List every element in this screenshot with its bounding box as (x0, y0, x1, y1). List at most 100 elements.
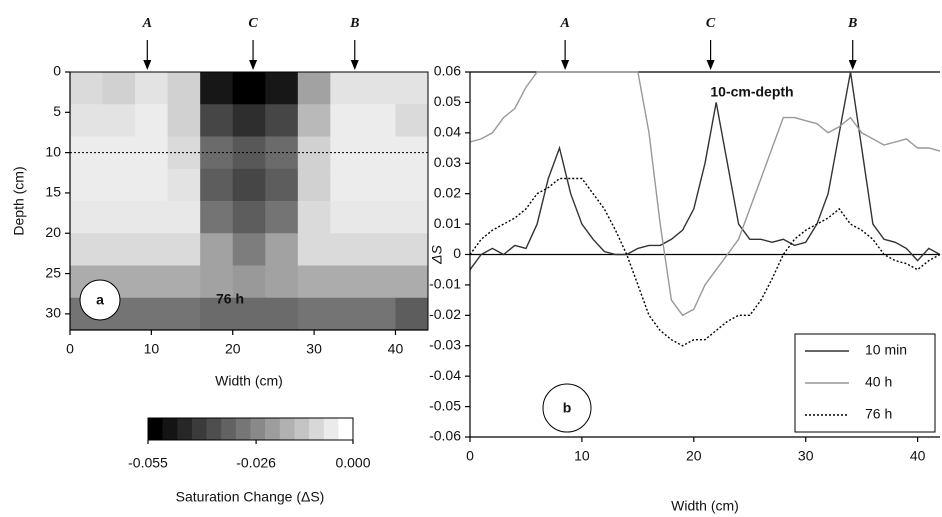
colorbar-step (235, 418, 251, 440)
heat-cell (232, 265, 266, 299)
colorbar-step (177, 418, 193, 440)
heat-cell (232, 168, 266, 202)
x-tick-label: 30 (306, 341, 322, 357)
x-tick-label: 20 (686, 448, 702, 464)
colorbar-step (191, 418, 207, 440)
series-line (469, 71, 941, 317)
heat-cell (330, 168, 364, 202)
heat-cell (167, 201, 201, 234)
heat-cell (70, 104, 104, 137)
colorbar-tick-label: -0.055 (128, 455, 168, 471)
heat-cell (297, 297, 331, 331)
y-tick-label: 0.01 (434, 215, 461, 231)
heat-cell (135, 72, 169, 105)
y-tick-label: 0.03 (434, 154, 461, 170)
legend-label: 76 h (865, 406, 892, 422)
heat-cell (135, 265, 169, 299)
x-tick-label: 0 (466, 448, 474, 464)
colorbar-step (309, 418, 325, 440)
colorbar-label: Saturation Change (ΔS) (176, 489, 325, 505)
annotation: 10-cm-depth (710, 84, 793, 100)
y-tick-label: -0.03 (429, 336, 461, 352)
y-tick-label: 0.05 (434, 93, 461, 109)
heat-cell (135, 201, 169, 234)
panel-label: b (563, 400, 572, 416)
colorbar-step (148, 418, 163, 440)
heat-cell (265, 201, 299, 234)
heat-cell (102, 104, 136, 137)
x-tick-label: 30 (798, 448, 814, 464)
heat-cell (395, 72, 429, 105)
series-line (469, 71, 941, 271)
y-axis-label: ΔS (429, 244, 445, 264)
panel-circle (79, 279, 121, 321)
heat-cell (330, 233, 364, 266)
y-tick-label: 15 (45, 184, 61, 200)
y-tick-label: -0.06 (429, 428, 461, 444)
heat-cell (297, 233, 331, 266)
heat-cell (167, 233, 201, 266)
heat-cell (167, 72, 201, 105)
heat-cell (70, 201, 104, 234)
heat-cell (330, 72, 364, 105)
heat-cell (135, 104, 169, 137)
marker-label: C (248, 16, 258, 31)
colorbar-step (221, 418, 237, 440)
heat-cell (200, 136, 234, 170)
heat-cell (330, 104, 364, 137)
legend-label: 40 h (865, 374, 892, 390)
heat-cell (265, 104, 299, 137)
y-tick-label: -0.02 (429, 306, 461, 322)
heat-cell (200, 72, 234, 105)
heat-cell (362, 265, 396, 299)
x-tick-label: 40 (910, 448, 926, 464)
heat-cell (232, 233, 266, 266)
annotation: 76 h (216, 291, 244, 307)
marker-label: C (706, 16, 716, 31)
marker-arrow-head (848, 60, 857, 70)
marker-label: A (559, 16, 569, 31)
heat-cell (102, 168, 136, 202)
heat-cell (200, 233, 234, 266)
colorbar-frame (147, 417, 354, 441)
heat-cell (200, 168, 234, 202)
marker-label: B (349, 16, 359, 31)
y-tick-label: 30 (45, 305, 61, 321)
heat-cell (232, 297, 266, 331)
marker-label: B (847, 16, 857, 31)
heat-cell (395, 265, 429, 299)
heat-cell (395, 297, 429, 331)
heat-cell (362, 104, 396, 137)
heat-cell (232, 136, 266, 170)
heat-cell (362, 168, 396, 202)
heat-cell (265, 265, 299, 299)
heat-cell (362, 201, 396, 234)
heat-cell (200, 297, 234, 331)
marker-arrow-head (350, 60, 359, 70)
x-axis-label: Width (cm) (215, 373, 283, 389)
heat-cell (232, 104, 266, 137)
heat-cell (200, 201, 234, 234)
y-tick-label: 0 (453, 245, 461, 261)
y-tick-label: 10 (45, 143, 61, 159)
x-tick-label: 10 (144, 341, 160, 357)
marker-arrow-head (249, 60, 258, 70)
colorbar-step (250, 418, 266, 440)
y-tick-label: -0.01 (429, 276, 461, 292)
heat-cell (297, 265, 331, 299)
heat-cell (232, 72, 266, 105)
heat-cell (330, 265, 364, 299)
heat-cell (297, 201, 331, 234)
y-tick-label: 0.04 (434, 124, 461, 140)
colorbar-step (162, 418, 178, 440)
heat-cell (200, 104, 234, 137)
y-tick-label: 25 (45, 264, 61, 280)
colorbar-tick-label: 0.000 (335, 455, 370, 471)
heat-cell (167, 265, 201, 299)
colorbar-tick-label: -0.026 (236, 455, 276, 471)
heat-cell (265, 233, 299, 266)
x-tick-label: 40 (388, 341, 404, 357)
heat-cell (135, 233, 169, 266)
marker-label: A (142, 16, 152, 31)
marker-arrow-head (561, 60, 570, 70)
